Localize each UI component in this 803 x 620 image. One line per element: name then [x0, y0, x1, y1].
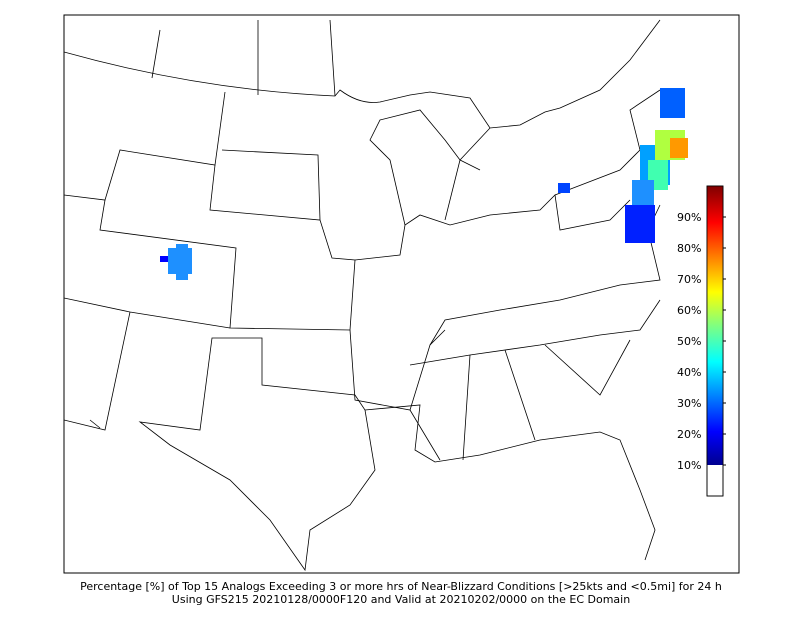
colorbar-tick-label: 90% [677, 211, 701, 224]
map-frame [63, 14, 740, 574]
caption-line: Percentage [%] of Top 15 Analogs Exceedi… [80, 580, 722, 593]
colorbar-fill [707, 186, 723, 465]
map-lines [64, 19, 661, 572]
colorbar-tick-label: 10% [677, 459, 701, 472]
probability-shading [160, 88, 688, 280]
colorbar-tick-label: 40% [677, 366, 701, 379]
colorbar-tick-label: 60% [677, 304, 701, 317]
colorbar-tick-label: 80% [677, 242, 701, 255]
colorbar-tick-label: 30% [677, 397, 701, 410]
colorbar-tick-label: 20% [677, 428, 701, 441]
colorbar-tick-label: 50% [677, 335, 701, 348]
caption-line: Using GFS215 20210128/0000F120 and Valid… [172, 593, 630, 606]
colorbar-tick-label: 70% [677, 273, 701, 286]
